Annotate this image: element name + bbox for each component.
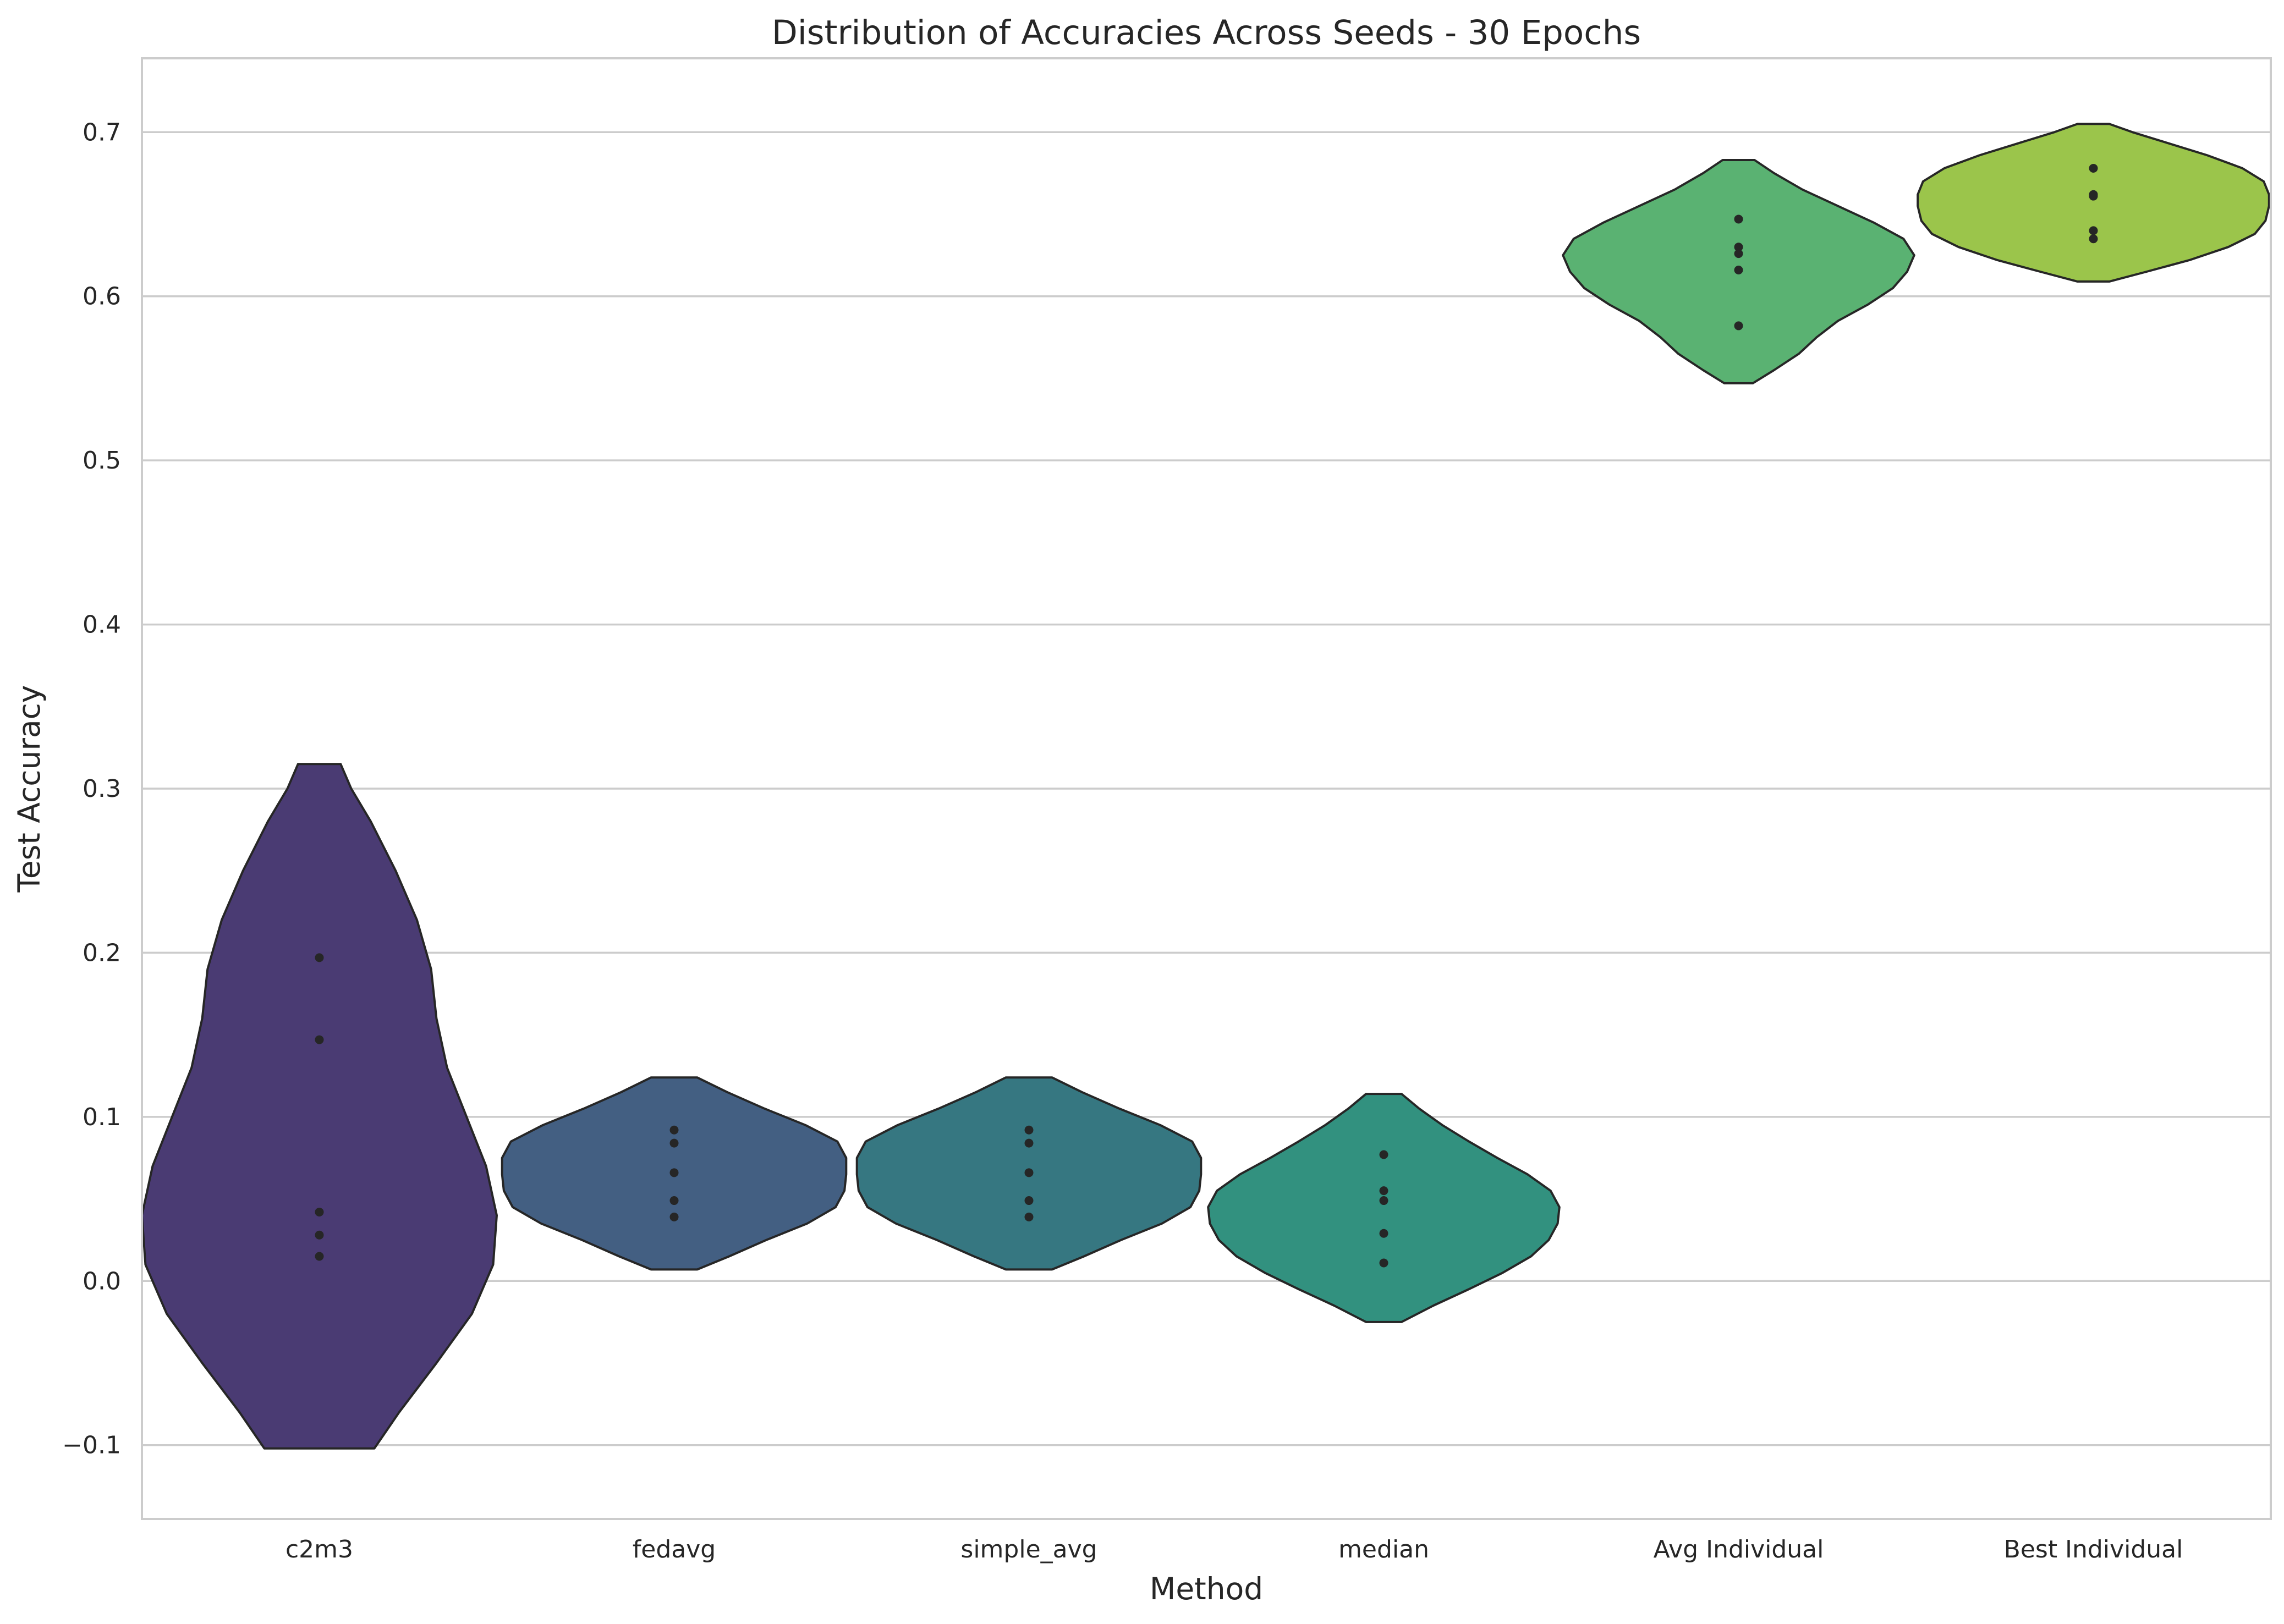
y-tick-labels: −0.1 0.0 0.1 0.2 0.3 0.4 0.5 0.6 0.7: [62, 118, 121, 1459]
data-point: [1379, 1186, 1388, 1196]
data-point: [1024, 1168, 1034, 1177]
data-point: [1024, 1212, 1034, 1221]
y-tick-label: 0.1: [83, 1103, 121, 1131]
x-tick-label: simple_avg: [960, 1535, 1097, 1564]
data-point: [1379, 1229, 1388, 1238]
x-tick-label: Best Individual: [2004, 1535, 2183, 1564]
data-point: [1734, 265, 1743, 274]
data-points: [315, 163, 2098, 1268]
x-tick-label: fedavg: [633, 1535, 716, 1564]
data-point: [2089, 163, 2098, 173]
y-tick-label: −0.1: [62, 1432, 121, 1460]
data-point: [315, 1207, 324, 1216]
data-point: [1024, 1196, 1034, 1205]
data-point: [1734, 249, 1743, 258]
data-point: [315, 1230, 324, 1240]
x-axis-label: Method: [1150, 1571, 1263, 1606]
data-point: [315, 1035, 324, 1044]
data-point: [2089, 226, 2098, 235]
data-point: [669, 1125, 679, 1135]
data-point: [1024, 1125, 1034, 1135]
data-point: [669, 1168, 679, 1177]
data-point: [1379, 1150, 1388, 1159]
y-tick-label: 0.2: [83, 939, 121, 967]
violin-median: [1207, 1093, 1561, 1323]
x-tick-label: c2m3: [286, 1535, 353, 1564]
plot-frame: [141, 57, 2272, 1520]
data-point: [669, 1196, 679, 1205]
y-axis-label: Test Accuracy: [12, 685, 47, 893]
data-point: [1379, 1258, 1388, 1268]
data-point: [2089, 191, 2098, 201]
data-point: [1734, 214, 1743, 224]
violin-best-individual: [1917, 123, 2270, 283]
x-tick-label: Avg Individual: [1654, 1535, 1824, 1564]
data-point: [2089, 234, 2098, 244]
x-tick-labels: c2m3 fedavg simple_avg median Avg Individual…: [286, 1535, 2183, 1564]
y-tick-label: 0.4: [83, 611, 121, 639]
data-point: [1734, 243, 1743, 252]
x-tick-label: median: [1338, 1535, 1429, 1564]
violins: [141, 123, 2270, 1450]
data-point: [669, 1212, 679, 1221]
data-point: [315, 1252, 324, 1261]
data-point: [1379, 1196, 1388, 1205]
y-tick-label: 0.3: [83, 775, 121, 803]
y-tick-label: 0.7: [83, 118, 121, 146]
gridlines: [142, 131, 2271, 1446]
data-point: [315, 953, 324, 962]
y-tick-label: 0.6: [83, 283, 121, 311]
y-tick-label: 0.0: [83, 1267, 121, 1295]
violin-c2m3: [141, 763, 498, 1450]
chart-title: Distribution of Accuracies Across Seeds …: [772, 13, 1641, 52]
data-point: [1024, 1138, 1034, 1148]
data-point: [1734, 321, 1743, 331]
data-point: [669, 1138, 679, 1148]
y-tick-label: 0.5: [83, 447, 121, 475]
